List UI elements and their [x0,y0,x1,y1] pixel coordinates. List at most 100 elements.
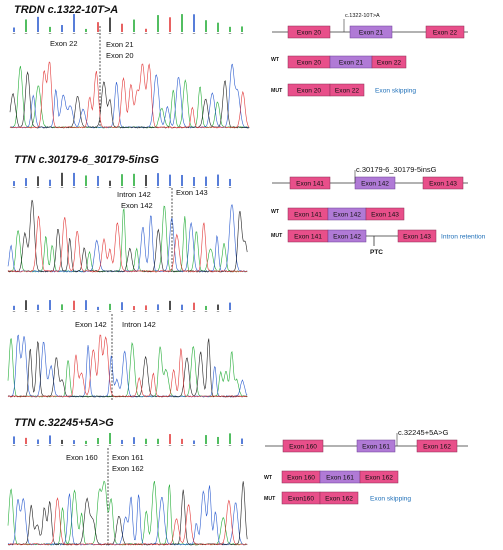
base-position-tick [144,33,148,34]
base-quality-bar [145,305,147,310]
panel-ttn-5ag: TTN c.32245+5A>G Exon 160 Exon 161 Exon … [7,417,468,546]
base-quality-bar [61,439,63,444]
base-quality-bar [121,174,123,186]
base-position-tick [168,187,172,188]
base-quality-bar [121,439,123,444]
base-position-tick [216,33,220,34]
base-quality-bar [217,22,219,32]
base-quality-bar [181,174,183,186]
base-quality-bar [97,438,99,444]
base-position-tick [216,445,220,446]
chromatogram [9,61,250,129]
exon-label: Exon 142 [333,212,361,219]
wt-tag: WT [271,57,280,63]
base-quality-bar [37,439,39,444]
mut-tag: MUT [271,233,283,239]
base-position-tick [204,187,208,188]
exon-label: Exon 20 [297,60,322,67]
base-quality-bar [181,14,183,33]
base-position-tick [204,33,208,34]
exon-label: Exon 160 [289,444,317,451]
base-quality-bar [193,302,195,310]
base-position-tick [156,311,160,312]
base-position-tick [120,311,124,312]
base-quality-bar [133,437,135,444]
variant-label: c.30179-6_30179-5insG [356,165,437,174]
exon-label: Exon 20 [297,30,322,37]
base-quality-bar [229,433,231,444]
base-position-tick [48,187,52,188]
base-position-tick [180,311,184,312]
trace-line [7,215,248,273]
base-quality-bar [109,17,111,32]
chrom-label: Exon 143 [176,188,208,197]
base-quality-bar [169,174,171,186]
base-position-tick [180,33,184,34]
chrom-label: Exon 22 [50,39,78,48]
base-quality-bar [157,438,159,444]
base-quality-bar [157,304,159,310]
exon-label: Exon 143 [403,234,431,241]
base-position-tick [96,187,100,188]
base-position-tick [84,33,88,34]
base-position-tick [60,33,64,34]
base-quality-bar [85,28,87,32]
base-quality-bar [61,304,63,310]
base-quality-bar [229,26,231,32]
base-position-tick [12,187,16,188]
exon-label: Exon 21 [359,30,384,37]
outcome-note: Intron retention [441,234,486,241]
chrom-label: Exon 142 [75,320,107,329]
base-position-tick [48,311,52,312]
base-call-ruler [12,172,232,188]
exon-label: Exon 160 [287,475,315,482]
splice-diagram: Exon 141 Exon 142 Exon 143 c.30179-6_301… [271,165,486,256]
base-position-tick [228,187,232,188]
splice-diagram: Exon 20 Exon 21 Exon 22 c.1322-10T>A WT … [271,13,468,97]
base-position-tick [192,445,196,446]
trace-line [7,338,248,398]
base-position-tick [144,311,148,312]
chromatogram [7,199,248,273]
base-position-tick [120,187,124,188]
exon-box [319,491,359,505]
base-quality-bar [109,180,111,186]
exon-label: Exon 22 [335,88,360,95]
base-quality-bar [85,300,87,310]
trace-line [7,334,248,398]
exon-label: Exon 161 [326,475,354,482]
chrom-label: Exon 162 [112,464,144,473]
trace-line [7,203,248,273]
chrom-label: Exon 160 [66,453,98,462]
base-quality-bar [25,437,27,444]
base-position-tick [96,311,100,312]
base-position-tick [48,445,52,446]
base-quality-bar [25,178,27,186]
base-quality-bar [157,15,159,32]
exon-box [416,439,458,453]
base-quality-bar [49,26,51,32]
base-position-tick [24,33,28,34]
exon-box [371,55,407,69]
base-position-tick [192,311,196,312]
exon-label: Exon 142 [361,181,389,188]
base-quality-bar [25,19,27,32]
base-quality-bar [193,14,195,32]
base-position-tick [168,33,172,34]
exon-box [365,207,405,221]
base-position-tick [228,445,232,446]
base-quality-bar [121,23,123,32]
base-quality-bar [73,300,75,310]
base-position-tick [120,445,124,446]
trace-line [9,61,250,129]
exon-box [425,25,465,39]
exon-label: Exon 21 [339,60,364,67]
base-position-tick [48,33,52,34]
trace-line [9,71,250,129]
exon-box [282,439,324,453]
splice-diagram: Exon 160 Exon 161 Exon 162 c.32245+5A>G … [264,428,468,505]
trace-line [7,199,248,273]
base-position-tick [108,445,112,446]
base-position-tick [72,33,76,34]
